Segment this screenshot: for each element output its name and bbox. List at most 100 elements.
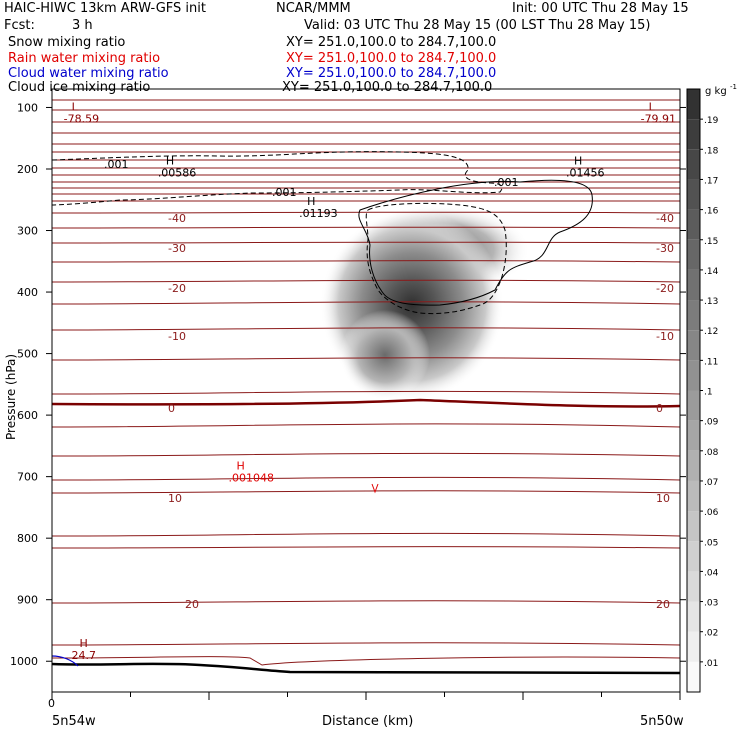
y-tick-label: 800: [17, 532, 38, 545]
colorbar-label: .02: [704, 629, 718, 639]
colorbar-swatch: [687, 450, 700, 481]
colorbar-swatch: [687, 360, 700, 391]
colorbar-label: .04: [704, 568, 719, 578]
extremum-type: H: [79, 637, 87, 650]
colorbar-swatch: [687, 631, 700, 662]
extremum-value: .01456: [566, 167, 605, 180]
colorbar-swatch: [687, 480, 700, 512]
colorbar-label: .16: [704, 207, 719, 217]
y-axis-label: Pressure (hPa): [4, 354, 18, 440]
org-label: NCAR/MMM: [276, 1, 351, 16]
y-tick-label: 1000: [10, 655, 38, 668]
y-tick-label: 200: [17, 163, 38, 176]
colorbar-label: .18: [704, 146, 719, 156]
extremum-value: .00586: [158, 167, 197, 180]
colorbar-label: .11: [704, 357, 718, 367]
x-start-label: 0: [48, 697, 55, 710]
field-cloudwater-name: Cloud water mixing ratio: [8, 66, 169, 81]
field-cloudwater-xy: XY= 251.0,100.0 to 284.7,100.0: [286, 66, 497, 81]
temp-label-left: -30: [168, 242, 186, 255]
extremum-type: H: [307, 195, 315, 208]
extremum-value: -78.59: [64, 112, 99, 125]
colorbar-swatch: [687, 330, 700, 361]
y-tick-label: 500: [17, 348, 38, 361]
fcst-value: 3 h: [72, 18, 93, 33]
y-tick-label: 300: [17, 225, 38, 238]
cloudice-contour-lower: [365, 202, 507, 315]
temp-label-left: 10: [168, 492, 182, 505]
colorbar-label: .08: [704, 448, 719, 458]
colorbar-label: .09: [704, 418, 719, 428]
rain-marker: [371, 483, 379, 494]
field-snow-name: Snow mixing ratio: [8, 35, 126, 50]
colorbar-swatch: [687, 601, 700, 632]
extremum-type: L: [72, 100, 79, 113]
temp-label-right: -30: [656, 242, 674, 255]
init-time: Init: 00 UTC Thu 28 May 15: [512, 1, 689, 16]
colorbar-unit: g kg: [705, 86, 727, 97]
y-tick-label: 900: [17, 594, 38, 607]
colorbar-swatch: [687, 541, 700, 572]
contour-label-001-a: .001: [104, 158, 129, 171]
colorbar-label: .03: [704, 599, 718, 609]
contour-label-001-b: .001: [272, 186, 297, 199]
colorbar-label: .13: [704, 297, 718, 307]
contour-label-001-c: .001: [494, 176, 519, 189]
colorbar-swatch: [687, 269, 700, 301]
field-snow-xy: XY= 251.0,100.0 to 284.7,100.0: [286, 35, 497, 50]
colorbar-label: .17: [704, 176, 718, 186]
y-tick-label: 100: [17, 101, 38, 114]
valid-time: Valid: 03 UTC Thu 28 May 15 (00 LST Thu …: [304, 18, 651, 33]
x-left-label: 5n54w: [52, 714, 96, 729]
colorbar-swatch: [687, 661, 700, 692]
colorbar-label: .12: [704, 327, 718, 337]
extremum-type: H: [574, 155, 582, 168]
colorbar-swatch: [687, 179, 700, 210]
colorbar-label: .14: [704, 267, 719, 277]
temp-label-right: -10: [656, 330, 674, 343]
field-rain-xy: XY= 251.0,100.0 to 284.7,100.0: [286, 51, 497, 66]
y-tick-label: 600: [17, 409, 38, 422]
colorbar-label: .06: [704, 508, 719, 518]
colorbar-label: .1: [704, 388, 713, 398]
temp-label-left: 0: [168, 402, 175, 415]
colorbar-label: .15: [704, 237, 718, 247]
colorbar-swatch: [687, 89, 700, 120]
temp-label-right: 20: [656, 598, 670, 611]
colorbar-swatch: [687, 390, 700, 421]
y-tick-label: 400: [17, 286, 38, 299]
colorbar-swatch: [687, 239, 700, 270]
colorbar-swatch: [687, 420, 700, 451]
temp-label-left: 20: [185, 598, 199, 611]
model-title: HAIC-HIWC 13km ARW-GFS init: [4, 1, 206, 16]
extremum-type: L: [649, 100, 656, 113]
temp-label-right: -20: [656, 282, 674, 295]
colorbar-label: .01: [704, 659, 718, 669]
temperature-labels: -40 -40 -30 -30 -20 -20 -10 -10 0 0 10 10 20 20: [168, 212, 674, 611]
x-axis-ticks: [51, 692, 681, 700]
extremum-value: .01193: [299, 207, 338, 220]
colorbar-label: .19: [704, 116, 719, 126]
extremum-value: 24.7: [71, 649, 96, 662]
y-tick-label: 700: [17, 471, 38, 484]
temp-label-left: -20: [168, 282, 186, 295]
colorbar-swatch: [687, 119, 700, 150]
temp-label-right: 10: [656, 492, 670, 505]
temp-label-left: -40: [168, 212, 186, 225]
extremum-value: -79.91: [641, 112, 676, 125]
colorbar-swatch: [687, 149, 700, 180]
field-rain-name: Rain water mixing ratio: [8, 51, 161, 66]
extremum-type: H: [236, 460, 244, 473]
colorbar: .01 .02 .03 .04 .05 .06 .07 .08 .09 .1 .11 .12 .13 .1…: [686, 88, 719, 693]
colorbar-swatch: [687, 209, 700, 240]
zero-isotherm: [52, 398, 680, 408]
temp-label-left: -10: [168, 330, 186, 343]
field-cloudice-xy: XY= 251.0,100.0 to 284.7,100.0: [282, 80, 493, 95]
x-right-label: 5n50w: [640, 714, 684, 729]
fcst-label: Fcst:: [4, 18, 35, 33]
temp-label-right: 0: [656, 402, 663, 415]
temperature-contours: [52, 99, 680, 666]
colorbar-swatch: [687, 511, 700, 542]
